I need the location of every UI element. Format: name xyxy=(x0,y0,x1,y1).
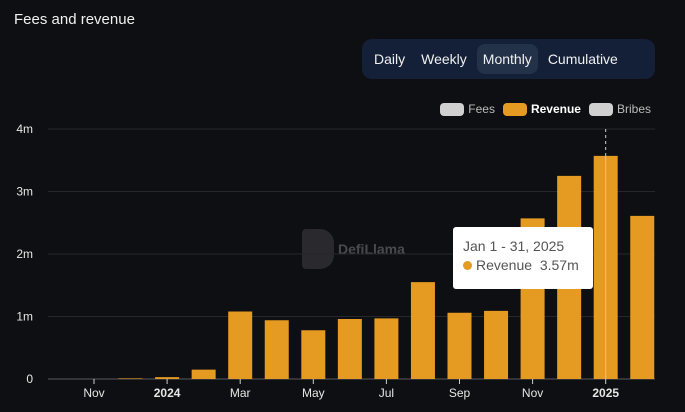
legend-bribes[interactable]: Bribes xyxy=(588,102,651,116)
bar-jul-2024[interactable] xyxy=(374,318,399,379)
tooltip-date: Jan 1 - 31, 2025 xyxy=(463,238,565,254)
y-tick-label: 4m xyxy=(16,122,33,136)
legend-swatch xyxy=(588,102,613,116)
legend-swatch xyxy=(440,102,465,116)
y-tick-label: 3m xyxy=(16,185,33,199)
bar-feb-2025[interactable] xyxy=(630,215,655,379)
tab-cumulative[interactable]: Cumulative xyxy=(547,51,618,67)
x-tick-label: Nov xyxy=(83,386,104,400)
y-tick-label: 0 xyxy=(26,372,33,386)
y-tick-label: 2m xyxy=(16,247,33,261)
tooltip-series: Revenue xyxy=(476,257,533,273)
legend-label: Bribes xyxy=(616,102,651,116)
series-dot-icon xyxy=(463,261,472,270)
x-tick-label: Jul xyxy=(379,386,394,400)
bar-aug-2024[interactable] xyxy=(410,282,435,379)
tooltip-row: Revenue 3.57m xyxy=(463,257,583,273)
legend-revenue[interactable]: Revenue xyxy=(502,102,581,116)
chart-title: Fees and revenue xyxy=(14,11,135,28)
x-tick-label: 2024 xyxy=(154,386,181,400)
legend-fees[interactable]: Fees xyxy=(440,102,495,116)
bar-jun-2024[interactable] xyxy=(337,319,362,379)
granularity-tabs: Daily Weekly Monthly Cumulative xyxy=(362,39,655,79)
x-tick-label: Sep xyxy=(449,386,471,400)
bar-may-2024[interactable] xyxy=(301,330,326,379)
y-tick-label: 1m xyxy=(16,310,33,324)
bar-sep-2024[interactable] xyxy=(447,312,472,379)
tooltip-value: 3.57m xyxy=(539,257,579,273)
tab-daily[interactable]: Daily xyxy=(374,51,406,67)
bar-oct-2024[interactable] xyxy=(484,310,509,379)
x-tick-label: Nov xyxy=(522,386,543,400)
legend-label: Fees xyxy=(468,102,495,116)
x-tick-label: 2025 xyxy=(592,386,619,400)
tab-weekly[interactable]: Weekly xyxy=(421,51,467,67)
bar-feb-2024[interactable] xyxy=(191,369,216,379)
tab-monthly[interactable]: Monthly xyxy=(476,44,538,74)
llama-logo-icon xyxy=(302,229,334,269)
tooltip: Jan 1 - 31, 2025 Revenue 3.57m xyxy=(453,227,593,289)
bar-mar-2024[interactable] xyxy=(228,311,253,380)
legend-label: Revenue xyxy=(530,102,581,116)
legend-swatch xyxy=(502,102,527,116)
x-tick-label: Mar xyxy=(230,386,251,400)
legend: Fees Revenue Bribes xyxy=(440,102,651,116)
bar-jan-2024[interactable] xyxy=(155,377,180,379)
watermark: DefiLlama xyxy=(302,229,405,269)
bar-dec-2023[interactable] xyxy=(118,378,143,379)
watermark-text: DefiLlama xyxy=(338,241,405,257)
bar-apr-2024[interactable] xyxy=(264,320,289,379)
x-tick-label: May xyxy=(302,386,325,400)
